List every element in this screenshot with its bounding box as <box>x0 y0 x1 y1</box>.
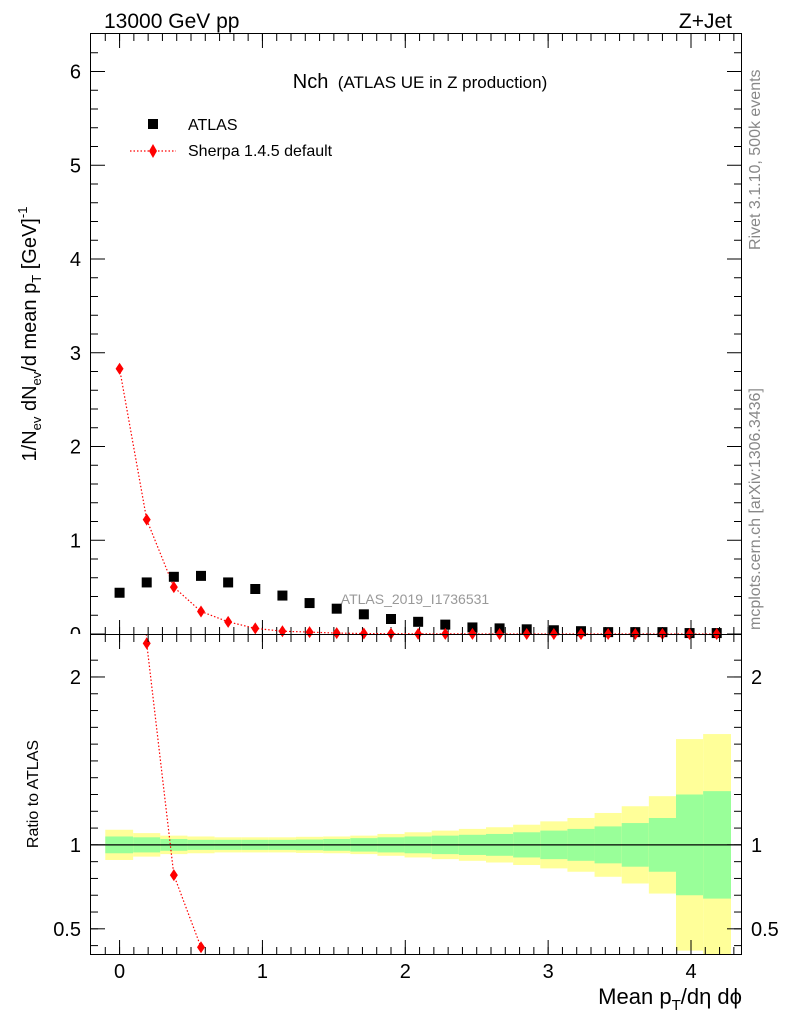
atlas-point <box>304 598 315 609</box>
atlas-point <box>386 614 396 624</box>
legend-atlas-marker <box>148 119 158 129</box>
atlas-point <box>141 577 152 588</box>
ratio-uncertainty-bands <box>91 734 741 954</box>
main-y-label: 1/Nev dNev/d mean pT [GeV]-1 <box>15 207 44 462</box>
sherpa-point <box>197 605 205 618</box>
sherpa-point <box>278 625 287 638</box>
main-ytick-label: 6 <box>70 62 81 84</box>
main-panel: 1 2 3 4 5 6 0 ATLAS_2019_I1736531 Nch (ATLAS U… <box>15 33 742 646</box>
side-rivet: Rivet 3.1.10, 500k events <box>747 69 764 250</box>
main-ytick-label-cut: 0 <box>70 624 81 646</box>
ratio-sherpa-line <box>145 635 202 948</box>
legend-atlas-label: ATLAS <box>188 117 238 134</box>
ratio-y-label: Ratio to ATLAS <box>25 740 42 848</box>
ratio-xtick-label: 0 <box>114 961 125 983</box>
atlas-point <box>467 622 478 633</box>
ratio-sherpa-point <box>142 637 151 650</box>
header-right: Z+Jet <box>679 10 732 33</box>
ratio-ytick-label-right: 1 <box>751 835 762 857</box>
ratio-xtick-label: 3 <box>543 961 554 983</box>
plot-title-main: Nch <box>293 71 329 93</box>
ratio-ytick-label-right: 0.5 <box>751 919 779 941</box>
atlas-point <box>114 587 125 598</box>
legend-sherpa-label: Sherpa 1.4.5 default <box>188 143 333 160</box>
sherpa-point <box>332 627 341 640</box>
main-ytick-label: 1 <box>70 530 81 552</box>
main-ytick-label: 4 <box>70 249 81 271</box>
sherpa-point <box>251 622 260 635</box>
sherpa-point <box>359 627 368 640</box>
main-ytick-label: 3 <box>70 343 81 365</box>
main-ytick-label: 2 <box>70 437 81 459</box>
sherpa-point <box>387 627 395 640</box>
ratio-frame <box>90 634 742 955</box>
atlas-point <box>440 619 451 630</box>
ratio-xtick-label: 1 <box>257 961 268 983</box>
header-left: 13000 GeV pp <box>104 10 239 33</box>
atlas-point <box>196 570 206 581</box>
atlas-point <box>250 584 261 594</box>
sherpa-point <box>115 362 124 375</box>
main-watermark: ATLAS_2019_I1736531 <box>341 591 490 607</box>
main-series-layer <box>114 362 722 640</box>
plot-title: Nch (ATLAS UE in Z production) <box>293 71 547 93</box>
ratio-ytick-label-right: 2 <box>751 667 762 689</box>
atlas-point <box>168 571 179 582</box>
main-ytick-label: 5 <box>70 155 81 177</box>
ratio-ytick-label: 0.5 <box>53 919 81 941</box>
atlas-point <box>331 603 342 614</box>
ratio-ytick-label: 1 <box>70 835 81 857</box>
ratio-xtick-label: 2 <box>400 961 411 983</box>
legend-sherpa-marker <box>149 144 157 158</box>
sherpa-point <box>414 627 423 640</box>
plot-title-sub: (ATLAS UE in Z production) <box>338 73 547 92</box>
sherpa-point <box>441 627 450 640</box>
atlas-point <box>413 616 424 627</box>
atlas-point <box>277 590 288 601</box>
ratio-sherpa-point <box>197 941 205 954</box>
side-site: mcplots.cern.ch [arXiv:1306.3436] <box>747 388 764 630</box>
atlas-point <box>358 609 369 620</box>
sherpa-point <box>468 627 477 640</box>
sherpa-point <box>224 615 233 628</box>
sherpa-point <box>305 626 314 639</box>
sherpa-point <box>142 513 151 526</box>
x-axis-label: Mean pT/dη dϕ <box>598 984 742 1014</box>
ratio-series-layer <box>142 635 205 954</box>
ratio-panel: 0.5 0.5 1 1 2 2 0 1 2 3 4 Ratio to ATLAS Mean pT/d… <box>25 634 779 1014</box>
sherpa-point <box>169 581 178 594</box>
ratio-axis-ticks: 0.5 0.5 1 1 2 2 0 1 2 3 4 <box>53 635 779 983</box>
ratio-sherpa-point <box>169 869 178 882</box>
ratio-ytick-label: 2 <box>70 667 81 689</box>
main-axis-ticks: 1 2 3 4 5 6 0 <box>70 34 741 646</box>
atlas-point <box>223 577 234 588</box>
ratio-xtick-label: 4 <box>685 961 696 983</box>
legend: ATLAS Sherpa 1.4.5 default <box>130 117 333 160</box>
